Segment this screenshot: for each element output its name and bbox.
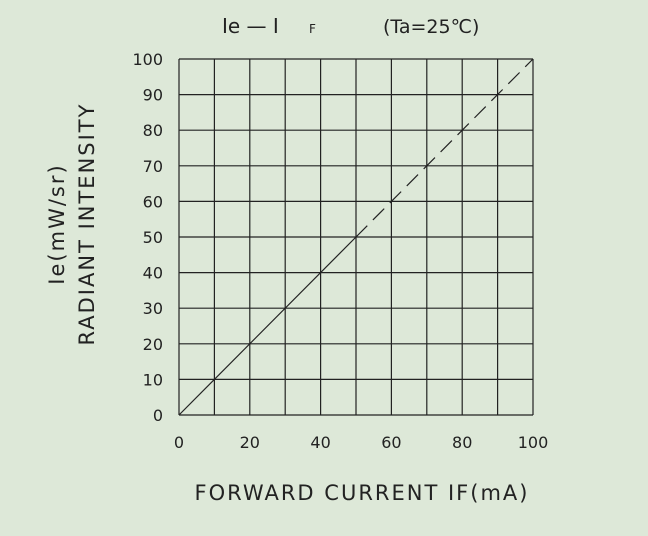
chart-title-main: Ie — I (222, 14, 279, 38)
y-tick-label: 40 (143, 264, 163, 283)
x-tick-label: 20 (240, 433, 260, 452)
x-tick-label: 60 (381, 433, 401, 452)
y-axis-title-line1: Ie(mW/sr) (45, 163, 69, 284)
series-line-dashed (355, 58, 534, 238)
chart-title-subscript: F (309, 22, 316, 36)
y-tick-label: 80 (143, 121, 163, 140)
x-tick-label: 0 (174, 433, 184, 452)
y-tick-label: 90 (143, 86, 163, 105)
chart-title: Ie — I F (Ta=25℃) (222, 14, 479, 38)
series-group (178, 58, 534, 416)
chart-title-condition: (Ta=25℃) (383, 16, 479, 38)
y-tick-label: 60 (143, 192, 163, 211)
x-tick-labels: 0 20 40 60 80 100 (174, 433, 548, 452)
y-tick-label: 10 (143, 370, 163, 389)
y-tick-label: 30 (143, 299, 163, 318)
y-tick-label: 100 (132, 50, 163, 69)
y-tick-labels: 0 10 20 30 40 50 60 70 80 90 100 (132, 50, 163, 425)
y-tick-label: 50 (143, 228, 163, 247)
x-tick-label: 100 (518, 433, 549, 452)
y-tick-label: 20 (143, 335, 163, 354)
y-tick-label: 70 (143, 157, 163, 176)
x-axis-title: FORWARD CURRENT IF(mA) (195, 481, 530, 505)
y-axis-title-line2: RADIANT INTENSITY (75, 103, 99, 346)
x-tick-label: 80 (452, 433, 472, 452)
x-tick-label: 40 (310, 433, 330, 452)
y-tick-label: 0 (153, 406, 163, 425)
grid (178, 58, 534, 416)
series-line-solid (178, 236, 357, 416)
